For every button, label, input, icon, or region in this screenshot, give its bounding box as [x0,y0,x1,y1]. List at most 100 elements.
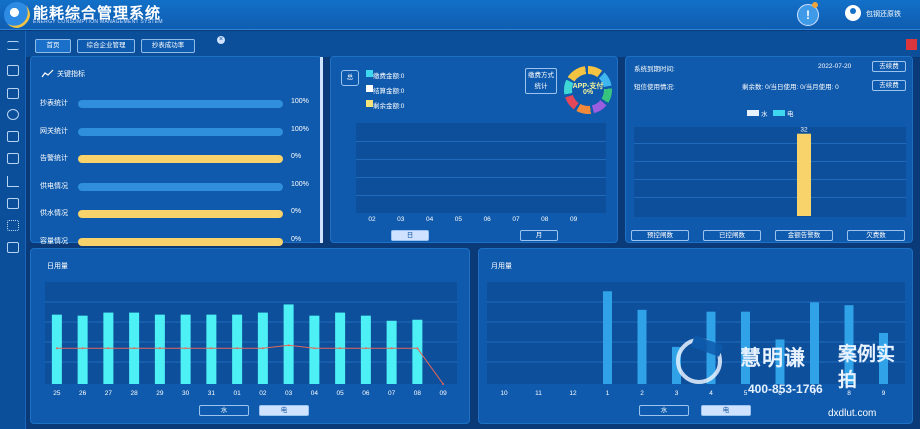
payment-method-button[interactable]: 缴费方式统计 [525,68,557,94]
ring-label: APP-支付 [572,83,604,90]
bag-icon[interactable] [7,88,19,99]
fee-panel: 总 缴费金额:0 结算金额:0 剩余金额:0 缴费方式统计 日 月 [330,56,618,243]
notification-badge [812,2,818,8]
renew-button-1[interactable]: 去续费 [872,61,906,72]
daily-line-point [210,347,213,350]
kpi-label: 抄表统计 [40,100,68,107]
tab-bar: 首页 综合企业管理 抄表成功率 × [26,31,920,57]
daily-chart: 25 26 27 28 29 30 31 01 02 03 04 05 06 07 08 09 [45,282,457,397]
amount-alarm-button[interactable]: 金额告警数 [775,230,833,241]
monthly-x-tick: 7 [813,390,817,397]
daily-x-tick: 08 [414,390,422,397]
daily-x-tick: 09 [440,390,448,397]
alert-bell-icon[interactable]: ! [797,4,819,26]
user-name[interactable]: 包钢还原铁 [866,11,901,18]
daily-x-tick: 28 [131,390,139,397]
legend-paid-swatch [366,70,373,77]
monthly-x-tick: 9 [882,390,886,397]
daily-x-tick: 02 [259,390,267,397]
daily-line-point [184,347,187,350]
monthly-x-tick: 2 [640,390,644,397]
fee-x-tick: 07 [512,216,520,223]
tab-enterprise[interactable]: 综合企业管理 [77,39,135,53]
close-tab-icon[interactable]: × [217,36,225,44]
day-button[interactable]: 日 [391,230,429,241]
fullscreen-button[interactable] [906,39,917,50]
daily-bar [412,319,423,384]
monthly-x-tick: 6 [778,390,782,397]
image-icon[interactable] [7,65,19,76]
month-button[interactable]: 月 [520,230,558,241]
monthly-bar [810,302,819,384]
user-avatar-icon[interactable] [845,5,861,21]
daily-line-series [56,344,444,385]
daily-bar [206,314,217,384]
daily-x-tick: 27 [105,390,113,397]
monthly-bar [879,333,888,384]
fee-x-tick: 06 [483,216,491,223]
app-subtitle: ENERGY CONSUMPTION MANAGEMENT SYSTEM [33,19,163,25]
daily-bar [154,314,165,384]
pre-control-button[interactable]: 预控闸数 [631,230,689,241]
monthly-x-tick: 10 [500,390,508,397]
kpi-progress-fill [78,127,283,136]
fee-x-tick: 09 [569,216,578,223]
daily-elec-button[interactable]: 电 [259,405,309,416]
apps-icon[interactable] [7,220,19,231]
kpi-label: 容量情况 [40,237,68,245]
monthly-elec-button[interactable]: 电 [701,405,751,416]
top-bar: 能耗综合管理系统 ENERGY CONSUMPTION MANAGEMENT S… [0,0,920,30]
daily-line-point [133,347,136,350]
daily-x-tick: 26 [79,390,87,397]
kpi-progress-bar [78,182,283,191]
legend-water: 水 [761,111,768,118]
daily-x-tick: 29 [156,390,164,397]
tab-home[interactable]: 首页 [35,39,71,53]
sidebar [0,31,26,429]
tab-meter-rate[interactable]: 抄表成功率 [141,39,195,53]
kpi-row: 供电情况 100% [40,179,320,193]
kpi-label: 告警统计 [40,155,68,162]
daily-line-point [107,347,110,350]
daily-line-point [313,347,316,350]
legend-settled: 结算金额:0 [373,88,405,95]
currency-icon[interactable] [7,109,19,120]
daily-bar [360,315,371,384]
kpi-row: 网关统计 100% [40,124,320,138]
daily-water-button[interactable]: 水 [199,405,249,416]
daily-line-point [81,347,84,350]
arrears-button[interactable]: 欠费数 [847,230,905,241]
controlled-button[interactable]: 已控闸数 [703,230,761,241]
daily-x-tick: 03 [285,390,293,397]
monthly-title: 月用量 [491,263,512,270]
legend-remain: 剩余金额:0 [373,103,405,110]
trend-icon[interactable] [7,176,19,187]
kpi-value: 100% [291,180,309,188]
monthly-bar [741,311,750,384]
kpi-scrollbar[interactable] [320,57,323,243]
menu-icon[interactable] [7,41,19,50]
monthly-water-button[interactable]: 水 [639,405,689,416]
kpi-row: 告警统计 0% [40,151,320,165]
kpi-row: 抄表统计 100% [40,96,320,110]
monthly-x-tick: 11 [535,390,542,397]
renew-button-2[interactable]: 去续费 [872,80,906,91]
kpi-label: 网关统计 [40,127,68,135]
control-bar-label: 32 [800,127,808,134]
expire-label: 系统到期时间: [634,66,675,73]
chat-icon[interactable] [7,131,19,142]
monthly-x-tick: 1 [606,390,610,397]
monthly-x-tick: 8 [847,390,851,397]
kpi-row: 供水情况 0% [40,206,320,220]
legend-elec-swatch [773,110,785,116]
daily-line-point [390,347,393,350]
legend-settled-swatch [366,85,373,92]
kpi-progress-bar [78,100,283,108]
image-card-icon[interactable] [7,242,19,253]
monthly-bar [637,309,647,384]
app-title: 能耗综合管理系统 [33,5,162,22]
watermark-title: 慧明谦 [740,347,806,370]
list-search-icon[interactable] [7,198,19,209]
download-icon[interactable] [7,153,19,164]
kpi-progress-fill [78,100,283,108]
